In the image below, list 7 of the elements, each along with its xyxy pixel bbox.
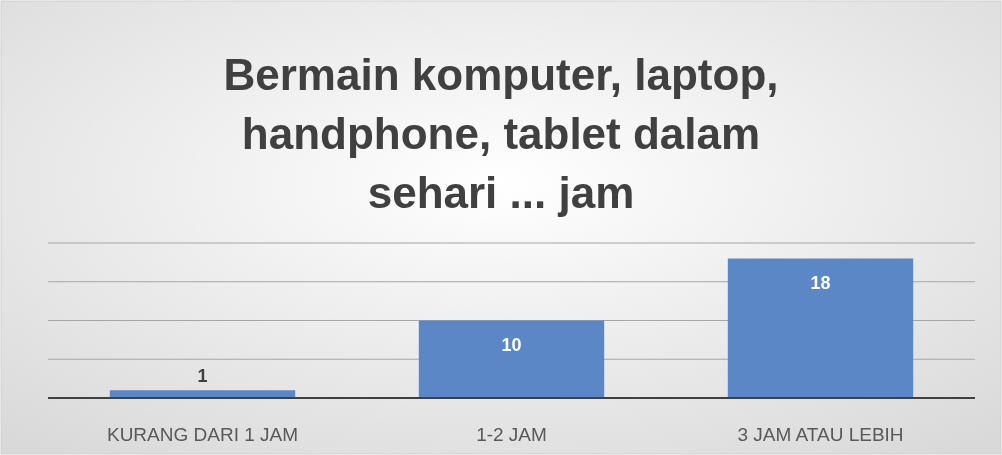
x-tick-label: 3 JAM ATAU LEBIH	[737, 424, 904, 445]
x-tick-label: 1-2 JAM	[476, 424, 547, 445]
data-label: 18	[810, 272, 831, 293]
data-label: 1	[197, 366, 208, 387]
data-label: 10	[501, 334, 522, 355]
chart-title: Bermain komputer, laptop, handphone, tablet dalam sehari ... jam	[223, 50, 779, 217]
x-tick-label: KURANG DARI 1 JAM	[106, 424, 299, 445]
